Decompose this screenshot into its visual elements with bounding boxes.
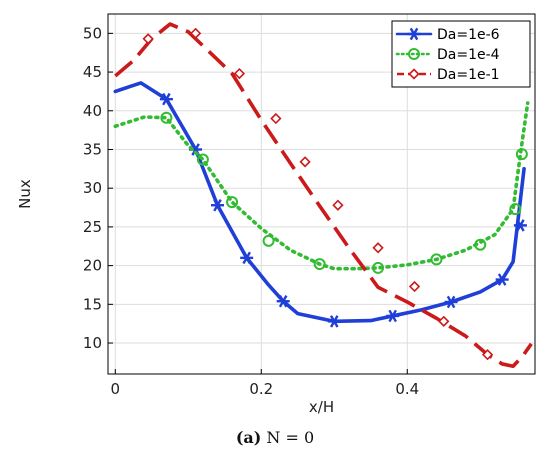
data-point [474, 238, 487, 251]
caption-label: (a) [235, 428, 262, 447]
y-tick-label: 40 [83, 102, 102, 120]
data-point [372, 261, 385, 274]
data-point [233, 67, 246, 80]
legend: Da=1e-6 Da=1e-4 Da=1e-1 [391, 20, 531, 88]
data-point [509, 203, 522, 216]
y-tick-label: 30 [83, 179, 102, 197]
asterisk-stroke [242, 251, 251, 265]
data-point [160, 111, 173, 124]
asterisk-stroke [329, 315, 339, 328]
ticks: 0 0.2 0.4 10 15 20 25 30 35 40 45 50 [83, 24, 419, 398]
asterisk-stroke [446, 295, 456, 309]
asterisk-stroke [278, 294, 288, 308]
y-tick-label: 10 [83, 334, 102, 352]
chart: 0 0.2 0.4 10 15 20 25 30 35 40 45 50 x/H Nux Da=1e-… [16, 13, 536, 416]
data-point [189, 27, 202, 39]
y-tick-label: 20 [83, 257, 102, 275]
data-point [408, 280, 421, 293]
series-3 [114, 22, 533, 369]
caption-text: N = 0 [266, 428, 315, 447]
legend-label: Da=1e-1 [437, 67, 500, 83]
data-point [332, 199, 344, 211]
data-point [444, 295, 458, 309]
series-line [114, 22, 533, 369]
asterisk-stroke [497, 273, 507, 286]
y-axis-label: Nux [16, 179, 34, 209]
y-tick-label: 45 [83, 63, 102, 81]
series-1 [113, 81, 527, 328]
series-layer [113, 22, 533, 369]
data-point [513, 219, 527, 232]
figure-caption: (a) N = 0 [0, 428, 550, 447]
data-point [408, 48, 420, 60]
data-point [276, 294, 290, 308]
legend-label: Da=1e-6 [437, 27, 500, 43]
y-tick-label: 25 [83, 218, 102, 236]
data-point [481, 349, 494, 361]
plot-frame [107, 13, 536, 375]
data-point [240, 251, 254, 265]
asterisk-stroke [388, 309, 397, 323]
data-point [210, 198, 224, 212]
legend-label: Da=1e-4 [437, 47, 500, 63]
x-axis-label: x/H [309, 398, 334, 416]
series-line [113, 101, 530, 271]
data-point [438, 315, 450, 327]
y-tick-label: 15 [83, 295, 102, 313]
data-point [515, 148, 528, 161]
data-point [142, 33, 154, 45]
x-tick-label: 0.2 [249, 380, 273, 398]
y-tick-label: 35 [83, 140, 102, 158]
data-point [299, 156, 311, 168]
data-point [313, 258, 326, 271]
asterisk-stroke [162, 92, 171, 106]
data-point [262, 234, 275, 247]
asterisk-stroke [191, 143, 200, 156]
data-point [226, 196, 239, 209]
data-point [159, 92, 173, 106]
x-tick-label: 0 [111, 380, 121, 398]
data-point [408, 68, 420, 80]
data-point [407, 27, 421, 41]
series-line [113, 81, 526, 324]
data-point [327, 315, 341, 328]
data-point [372, 242, 384, 254]
legend-item: Da=1e-4 [395, 47, 500, 63]
legend-item: Da=1e-6 [395, 27, 500, 43]
asterisk-stroke [409, 27, 419, 41]
data-point [270, 112, 282, 125]
y-tick-label: 50 [83, 24, 102, 42]
data-point [495, 273, 509, 286]
x-tick-label: 0.4 [395, 380, 419, 398]
data-point [430, 253, 443, 266]
data-point [386, 309, 400, 323]
asterisk-stroke [516, 219, 525, 232]
asterisk-stroke [213, 198, 222, 212]
data-point [196, 153, 209, 166]
legend-item: Da=1e-1 [397, 67, 500, 83]
series-2 [113, 101, 530, 274]
